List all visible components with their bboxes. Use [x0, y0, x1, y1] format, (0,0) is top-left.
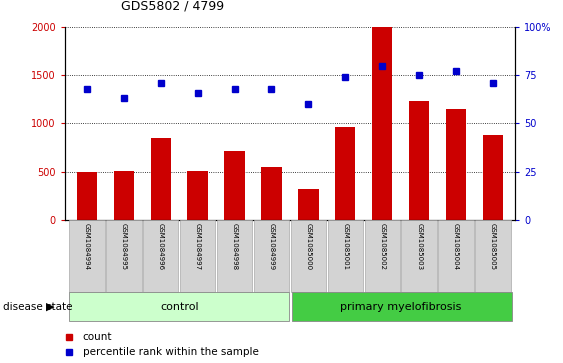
FancyBboxPatch shape — [439, 220, 474, 292]
Text: GSM1085001: GSM1085001 — [342, 223, 348, 270]
Text: ▶: ▶ — [46, 302, 55, 312]
Bar — [187, 171, 208, 220]
Bar — [298, 189, 319, 220]
Text: GSM1084995: GSM1084995 — [121, 223, 127, 270]
FancyBboxPatch shape — [292, 292, 512, 321]
Text: primary myelofibrosis: primary myelofibrosis — [340, 302, 462, 312]
FancyBboxPatch shape — [475, 220, 511, 292]
FancyBboxPatch shape — [364, 220, 400, 292]
Text: GSM1085003: GSM1085003 — [416, 223, 422, 270]
Text: GSM1084999: GSM1084999 — [269, 223, 275, 270]
Text: GSM1085000: GSM1085000 — [305, 223, 311, 270]
Bar — [483, 135, 503, 220]
Text: GSM1084997: GSM1084997 — [195, 223, 200, 270]
Bar — [261, 167, 282, 220]
Bar — [446, 109, 466, 220]
Text: GSM1085005: GSM1085005 — [490, 223, 496, 270]
Text: GDS5802 / 4799: GDS5802 / 4799 — [121, 0, 224, 13]
Bar — [409, 101, 430, 220]
Bar — [225, 151, 245, 220]
Text: disease state: disease state — [3, 302, 72, 312]
Bar — [150, 138, 171, 220]
Text: GSM1084994: GSM1084994 — [84, 223, 90, 270]
FancyBboxPatch shape — [69, 292, 289, 321]
Bar — [335, 127, 355, 220]
FancyBboxPatch shape — [106, 220, 141, 292]
Bar — [372, 27, 392, 220]
Text: control: control — [160, 302, 199, 312]
Text: percentile rank within the sample: percentile rank within the sample — [83, 347, 258, 358]
Bar — [114, 171, 134, 220]
FancyBboxPatch shape — [69, 220, 105, 292]
Text: GSM1084998: GSM1084998 — [231, 223, 238, 270]
Text: count: count — [83, 332, 112, 342]
FancyBboxPatch shape — [143, 220, 178, 292]
Bar — [77, 171, 97, 220]
FancyBboxPatch shape — [217, 220, 252, 292]
FancyBboxPatch shape — [401, 220, 437, 292]
Text: GSM1085002: GSM1085002 — [379, 223, 385, 270]
Text: GSM1084996: GSM1084996 — [158, 223, 164, 270]
FancyBboxPatch shape — [328, 220, 363, 292]
FancyBboxPatch shape — [254, 220, 289, 292]
Text: GSM1085004: GSM1085004 — [453, 223, 459, 270]
FancyBboxPatch shape — [291, 220, 326, 292]
FancyBboxPatch shape — [180, 220, 216, 292]
